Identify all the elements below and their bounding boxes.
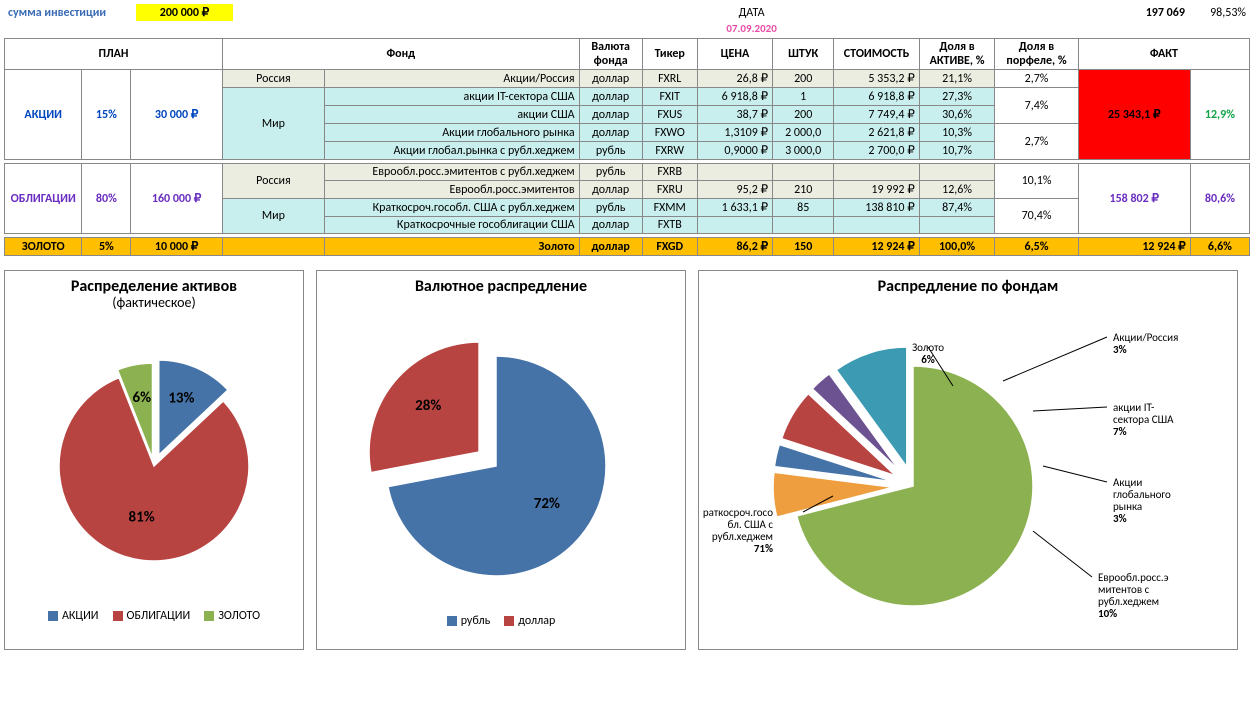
chart-currency: Валютное распредление 72%28% рубль долла… [316,270,686,650]
gold-label: ЗОЛОТО [5,238,82,256]
svg-text:6%: 6% [133,389,152,407]
header-table: сумма инвестиции 200 000 ₽ ДАТА 197 069 … [4,4,1250,36]
svg-text:3%: 3% [1113,512,1127,525]
date-label: ДАТА [711,4,792,21]
col-currency: Валюта фонда [579,39,642,70]
bonds-label: ОБЛИГАЦИИ [5,164,82,234]
svg-text:13%: 13% [168,390,194,408]
fact-total-pct: 98,53% [1189,4,1250,21]
stocks-plan-pct: 15% [82,70,131,160]
chart-funds: Распредление по фондам Краткосроч.гособл… [698,270,1238,650]
legend-assets: АКЦИИ ОБЛИГАЦИИ ЗОЛОТО [9,609,299,623]
stocks-label: АКЦИИ [5,70,82,160]
svg-text:10%: 10% [1098,607,1117,620]
portfolio-table: ПЛАН Фонд Валюта фонда Тикер ЦЕНА ШТУК С… [4,38,1250,256]
svg-text:3%: 3% [1113,343,1127,356]
fact-total: 197 069 [1097,4,1189,21]
col-fund: Фонд [223,39,580,70]
col-share-asset: Доля в АКТИВЕ, % [919,39,994,70]
stocks-plan-rub: 30 000 ₽ [131,70,223,160]
date-value: 07.09.2020 [711,21,792,36]
pie-assets: 13% 81% 6% [9,311,299,601]
stocks-region-russia: Россия [223,70,325,88]
svg-text:71%: 71% [754,542,773,555]
svg-text:72%: 72% [534,495,560,513]
stocks-fact-rub: 25 343,1 ₽ [1078,70,1190,160]
col-ticker: Тикер [642,39,697,70]
invest-label: сумма инвестиции [8,6,106,20]
stocks-fact-pct: 12,9% [1190,70,1249,160]
stocks-row-1: АКЦИИ 15% 30 000 ₽ Россия Акции/Россия д… [5,70,1250,88]
col-cost: СТОИМОСТЬ [834,39,920,70]
col-share-port: Доля в порфеле, % [995,39,1079,70]
chart-assets: Распределение активов (фактическое) 13%8… [4,270,304,650]
svg-text:81%: 81% [128,509,154,527]
svg-text:7%: 7% [1113,425,1127,438]
svg-text:28%: 28% [415,397,441,415]
stocks-region-world: Мир [223,88,325,160]
pie-currency: 72% 28% [321,296,681,606]
col-price: ЦЕНА [697,39,772,70]
legend-currency: рубль доллар [321,614,681,628]
invest-value: 200 000 ₽ [136,4,233,21]
pie-funds: Краткосроч.гособл. США срубл.хеджем71%Зо… [703,296,1233,636]
col-qty: ШТУК [773,39,834,70]
col-fact: ФАКТ [1078,39,1249,70]
svg-text:6%: 6% [921,353,935,366]
col-plan: ПЛАН [5,39,223,70]
